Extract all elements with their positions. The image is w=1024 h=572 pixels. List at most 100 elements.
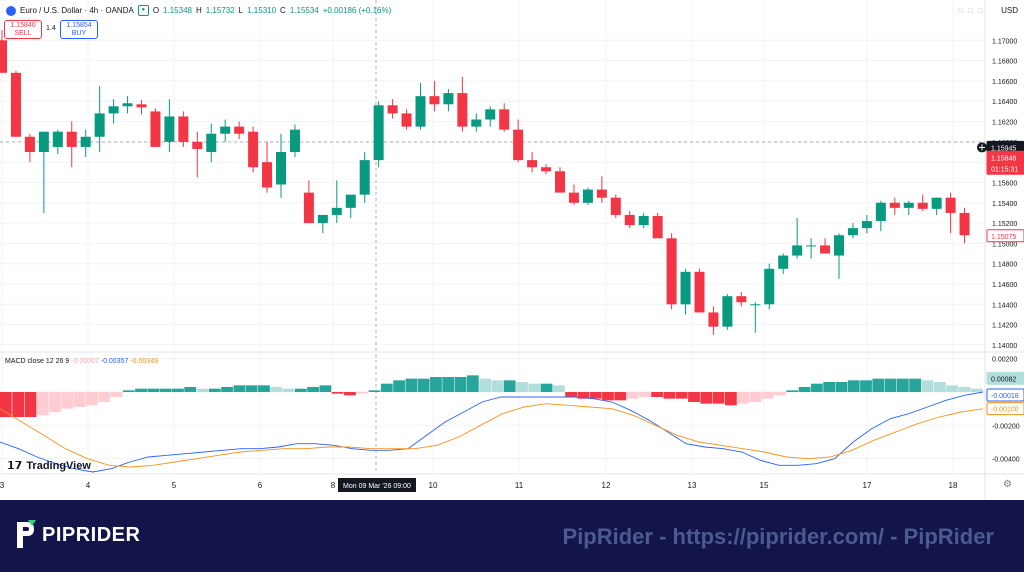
- piprider-banner: PIPRIDER PipRider - https://piprider.com…: [0, 500, 1024, 572]
- axes: 1.170001.168001.166001.164001.162001.160…: [0, 38, 1024, 492]
- candle-body: [596, 189, 607, 198]
- candle: [471, 113, 482, 132]
- candle: [750, 302, 761, 333]
- histogram-bar: [258, 385, 270, 392]
- price-tick-label: 1.15400: [992, 201, 1017, 208]
- candle: [568, 184, 579, 205]
- candle: [234, 121, 245, 139]
- candle: [178, 111, 189, 147]
- close-value: 1.15534: [289, 6, 319, 15]
- tradingview-logo: 𝟭𝟳 TradingView: [7, 459, 91, 473]
- symbol-header: Euro / U.S. Dollar · 4h · OANDA ● O 1.153…: [6, 5, 391, 16]
- candle-body: [38, 131, 49, 152]
- piprider-name: PIPRIDER: [42, 523, 141, 546]
- histogram-bar: [909, 378, 922, 392]
- chart-svg[interactable]: 1.170001.168001.166001.164001.162001.160…: [0, 0, 1024, 500]
- change-value: +0.00186 (+0.16%): [322, 6, 392, 15]
- time-tick-label: 18: [949, 481, 958, 490]
- candle: [359, 152, 370, 203]
- histogram-bar: [12, 392, 25, 417]
- histogram-bar: [24, 392, 37, 417]
- histogram-bar: [98, 392, 111, 402]
- histogram-bar: [958, 387, 971, 392]
- candle-body: [108, 106, 119, 114]
- candle: [10, 70, 21, 137]
- candle-body: [722, 296, 733, 327]
- histogram-bar: [884, 378, 897, 392]
- candle: [903, 200, 914, 215]
- candle: [206, 123, 217, 163]
- candle: [959, 207, 970, 244]
- price-tick-label: 1.16200: [992, 120, 1017, 127]
- candle-body: [359, 160, 370, 195]
- histogram-bar: [319, 385, 332, 392]
- candle: [164, 99, 175, 152]
- open-value: 1.15348: [163, 6, 192, 15]
- histogram-bar: [712, 392, 725, 404]
- candle-body: [122, 103, 133, 107]
- candle-body: [485, 109, 496, 120]
- price-tick-label: 1.15200: [992, 221, 1017, 228]
- candle: [694, 268, 705, 313]
- eye-icon[interactable]: ●: [137, 5, 149, 16]
- candle: [401, 109, 412, 130]
- histogram-bar: [552, 385, 565, 392]
- histogram-bar: [847, 380, 860, 392]
- candle: [499, 103, 510, 132]
- histogram-bar: [626, 392, 639, 399]
- macd-signal-value: -0.00349: [130, 358, 158, 365]
- last-price-tag: 1.15848: [986, 150, 1024, 164]
- candle-body: [680, 271, 691, 305]
- candle-body: [317, 214, 328, 224]
- histogram-bar: [454, 377, 467, 392]
- sell-button[interactable]: 1.15840 SELL: [4, 20, 42, 39]
- histogram-bar: [110, 392, 123, 397]
- chart-area[interactable]: 1.170001.168001.166001.164001.162001.160…: [0, 0, 1024, 500]
- macd-line: [0, 391, 984, 473]
- histogram-bar: [49, 392, 61, 412]
- candle: [792, 218, 803, 259]
- histogram-bar: [602, 392, 614, 401]
- low-value: 1.15310: [247, 6, 277, 15]
- price-tick-label: 1.16600: [992, 79, 1017, 86]
- candle: [38, 131, 49, 213]
- sell-price: 1.15840: [10, 22, 36, 29]
- histogram-bar: [491, 380, 504, 392]
- histogram-bar: [147, 388, 160, 392]
- symbol-title[interactable]: Euro / U.S. Dollar · 4h · OANDA: [20, 6, 134, 15]
- time-tick-label: 17: [863, 481, 872, 490]
- candlestick-series[interactable]: [0, 30, 970, 335]
- countdown-tag-text: 01:15:31: [991, 166, 1018, 173]
- price-tick-label: 1.15000: [992, 241, 1017, 248]
- candle-body: [289, 129, 300, 152]
- candle-body: [136, 104, 147, 108]
- candle-body: [0, 40, 7, 73]
- candle: [0, 30, 7, 73]
- price-tick-label: 1.14200: [992, 323, 1017, 330]
- macd-tick-label: -0.00400: [992, 457, 1020, 464]
- buy-button[interactable]: 1.15854 BUY: [60, 20, 98, 39]
- macd-title[interactable]: MACD close 12 26 9: [5, 358, 70, 365]
- histogram-bar: [172, 388, 184, 392]
- candle-body: [778, 255, 789, 269]
- tradingview-mark-icon: 𝟭𝟳: [7, 460, 23, 472]
- candle-body: [945, 197, 956, 213]
- candle-body: [164, 116, 175, 142]
- candle: [847, 223, 858, 239]
- candle: [736, 292, 747, 307]
- candle-body: [457, 93, 468, 127]
- candle: [373, 101, 384, 168]
- histogram-bar: [577, 392, 590, 399]
- currency-label[interactable]: USD: [1001, 6, 1018, 15]
- candle-body: [387, 105, 398, 114]
- toolbar-dots-icon[interactable]: □□□: [958, 8, 989, 15]
- candle: [652, 212, 663, 239]
- candle: [429, 80, 440, 112]
- histogram-bar: [307, 387, 319, 392]
- signal-line: [0, 403, 984, 468]
- candle-body: [513, 129, 524, 161]
- candle-body: [66, 131, 77, 147]
- gear-icon[interactable]: ⚙: [1003, 479, 1012, 490]
- histogram-bar: [737, 392, 750, 404]
- histogram-bar: [651, 392, 664, 397]
